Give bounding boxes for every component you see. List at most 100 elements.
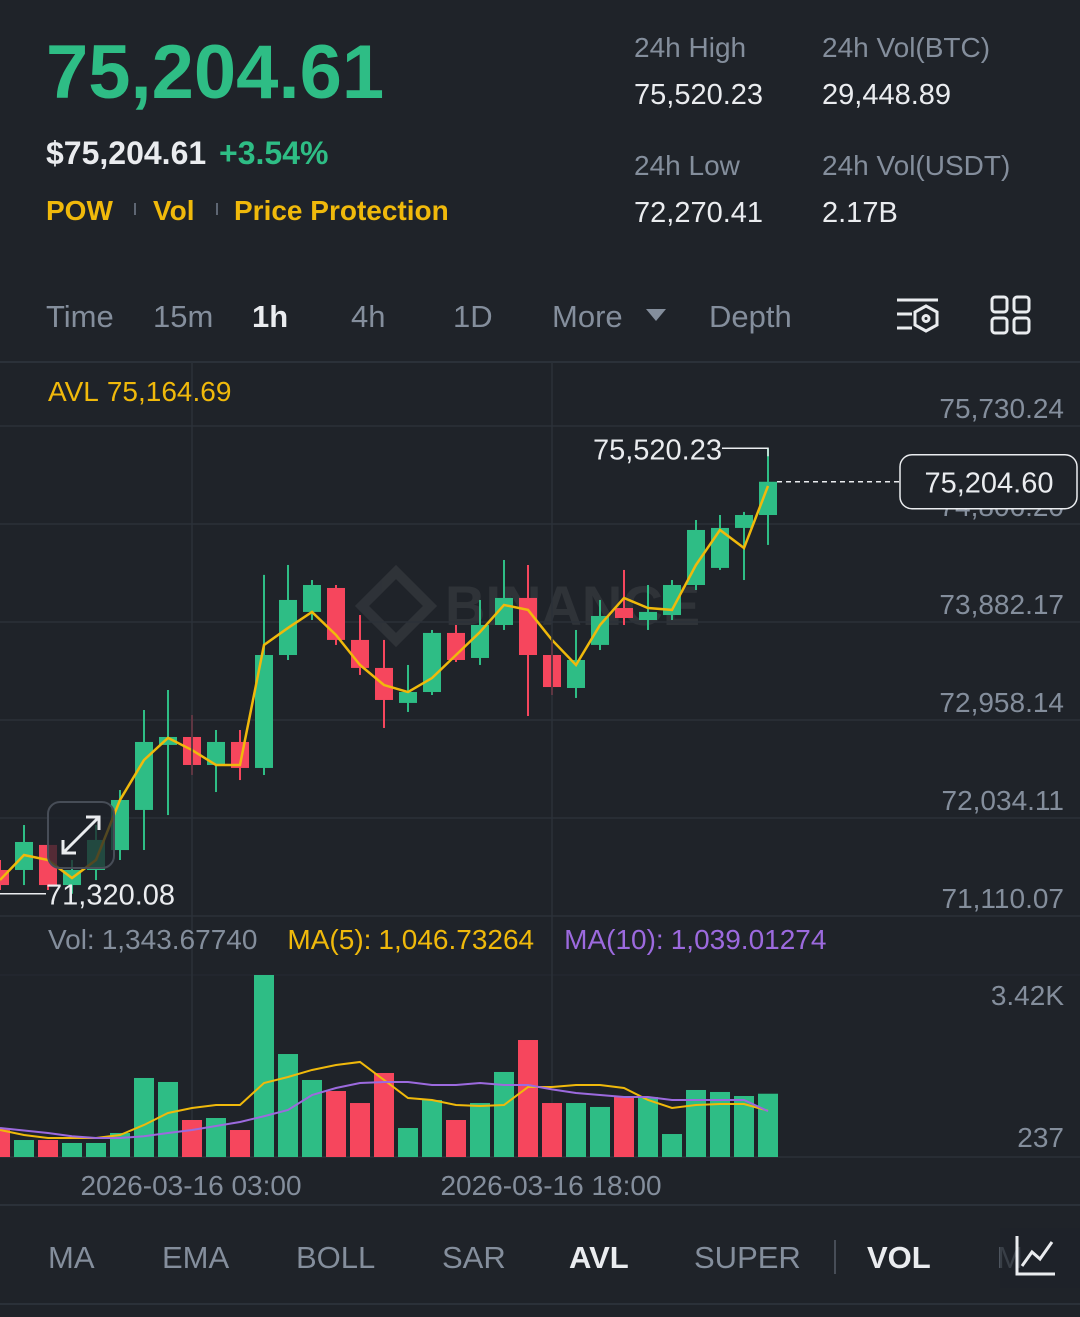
avl-value: 75,164.69 — [107, 376, 232, 407]
stat-label: 24h Low — [634, 150, 741, 181]
volume-bar — [446, 1120, 466, 1157]
stat-value: 75,520.23 — [634, 79, 763, 111]
indicator-tab[interactable]: SUPER — [694, 1240, 801, 1275]
tag[interactable]: Vol — [153, 195, 194, 226]
last-price-label: 75,204.60 — [924, 468, 1053, 500]
indicator-tab[interactable]: EMA — [162, 1240, 230, 1275]
candle-body — [471, 624, 489, 658]
volume-bar — [38, 1140, 58, 1157]
volume-bar — [566, 1103, 586, 1157]
volume-bar — [302, 1079, 322, 1157]
y-tick-label: 237 — [1017, 1122, 1064, 1153]
volume-bar — [14, 1140, 34, 1157]
indicator-tab[interactable]: MA — [48, 1240, 95, 1275]
candle-body — [447, 632, 465, 660]
volume-bar — [134, 1077, 154, 1157]
last-price-box — [899, 453, 1078, 510]
candle-body — [399, 692, 417, 703]
volume-bar — [614, 1097, 634, 1157]
volume-bar — [638, 1097, 658, 1157]
candle-body — [591, 615, 609, 645]
stat-label: 24h Vol(BTC) — [822, 32, 990, 63]
min-label: 71,320.08 — [46, 880, 175, 912]
interval-tab[interactable]: 1h — [252, 299, 288, 334]
interval-tab[interactable]: Time — [46, 299, 114, 334]
usd-price-value: $75,204.61 — [46, 135, 206, 171]
fullscreen-button[interactable] — [47, 801, 115, 869]
ma-value: 1,046.73264 — [378, 924, 534, 955]
candle-body — [615, 608, 633, 618]
settings-icon[interactable] — [897, 298, 939, 333]
max-label: 75,520.23 — [593, 434, 722, 466]
indicator-tab[interactable]: BOLL — [296, 1240, 375, 1275]
volume-bar — [758, 1093, 778, 1157]
interval-tab[interactable]: Depth — [709, 299, 792, 334]
candle-body — [759, 481, 777, 516]
volume-bar — [422, 1099, 442, 1157]
volume-name: Vol: — [48, 924, 95, 955]
candle-body — [423, 632, 441, 693]
tag[interactable]: POW — [46, 195, 113, 226]
ma-name: MA(5): — [287, 924, 371, 955]
stat-value: 2.17B — [822, 197, 898, 229]
volume-bar — [62, 1142, 82, 1157]
y-tick-label: 75,730.24 — [939, 393, 1064, 424]
volume-bar — [518, 1040, 538, 1157]
candle-body — [135, 741, 153, 810]
volume-bar — [734, 1095, 754, 1157]
volume-bar — [350, 1103, 370, 1157]
candle-body — [303, 585, 321, 612]
candle-body — [159, 736, 177, 745]
volume-bar — [686, 1089, 706, 1157]
volume-bar — [662, 1134, 682, 1157]
volume-bar — [278, 1054, 298, 1157]
candle-body — [519, 597, 537, 656]
ma-name: MA(10): — [564, 924, 664, 955]
interval-tab[interactable]: 15m — [153, 299, 213, 334]
avl-name: AVL — [48, 376, 99, 407]
watermark-logo — [354, 564, 438, 648]
indicator-tab[interactable]: AVL — [569, 1240, 629, 1275]
indicator-tab[interactable]: VOL — [867, 1240, 931, 1275]
y-tick-label: 73,882.17 — [939, 589, 1064, 620]
volume-bar — [398, 1128, 418, 1157]
dropdown-arrow — [646, 309, 666, 321]
usd-price: $75,204.61 +3.54% — [46, 135, 328, 171]
interval-tab[interactable]: 1D — [453, 299, 493, 334]
indicator-tabs: MAEMABOLLSARAVLSUPERVOLM — [48, 1240, 1023, 1275]
volume-bar — [86, 1142, 106, 1157]
candle-body — [327, 587, 345, 640]
interval-tab[interactable]: More — [552, 299, 623, 334]
interval-tab[interactable]: 4h — [351, 299, 385, 334]
volume-bar — [590, 1106, 610, 1157]
volume-bar — [542, 1103, 562, 1157]
volume-bar — [326, 1091, 346, 1157]
stat-label: 24h High — [634, 32, 746, 63]
stat-value: 72,270.41 — [634, 197, 763, 229]
candle-body — [255, 655, 273, 768]
watermark: BINANCE — [354, 564, 700, 648]
volume-bar — [470, 1103, 490, 1157]
ma-line — [0, 1060, 769, 1140]
avl-line — [0, 485, 770, 881]
stat-value: 29,448.89 — [822, 79, 951, 111]
indicator-tab[interactable]: SAR — [442, 1240, 506, 1275]
volume-bar — [710, 1091, 730, 1157]
charts: BINANCE75,730.2474,806.2073,882.1772,958… — [0, 362, 1080, 1201]
volume-bar — [494, 1071, 514, 1157]
volume-bar — [182, 1120, 202, 1157]
y-tick-label: 71,110.07 — [942, 883, 1065, 914]
candle-body — [0, 869, 9, 886]
tag[interactable]: Price Protection — [234, 195, 449, 226]
candle-body — [639, 611, 657, 621]
volume-bar — [254, 975, 274, 1157]
x-tick-label: 2026-03-16 03:00 — [80, 1170, 301, 1201]
layout-icon[interactable] — [990, 295, 1031, 335]
chart-style-icon[interactable] — [1015, 1236, 1055, 1276]
stat-label: 24h Vol(USDT) — [822, 150, 1010, 181]
price-change: +3.54% — [219, 135, 328, 171]
candle-body — [567, 659, 585, 688]
candle-body — [663, 585, 681, 616]
